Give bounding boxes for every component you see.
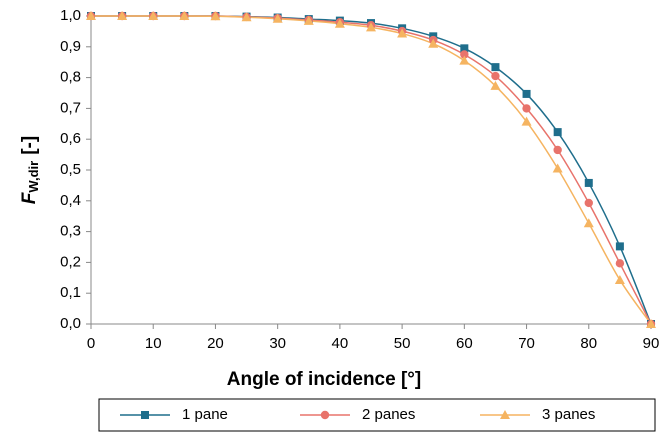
x-tick-label: 90 — [643, 335, 660, 352]
marker — [584, 198, 593, 208]
y-tick-label: 0,3 — [60, 223, 81, 240]
marker — [148, 11, 159, 20]
x-tick-label: 50 — [394, 335, 411, 352]
y-tick-label: 0,4 — [60, 192, 81, 209]
x-tick-label: 20 — [207, 335, 224, 352]
x-tick-label: 30 — [269, 335, 286, 352]
marker — [553, 145, 562, 155]
marker — [522, 89, 531, 98]
y-tick-label: 0,8 — [60, 69, 81, 86]
marker — [584, 178, 593, 187]
marker — [366, 22, 376, 32]
y-tick-label: 0,1 — [60, 284, 81, 301]
marker — [583, 218, 594, 228]
series-line — [90, 15, 652, 325]
legend-label: 1 pane — [182, 406, 228, 423]
marker — [86, 11, 96, 20]
legend-box — [98, 398, 656, 432]
marker — [615, 242, 624, 251]
marker — [303, 15, 314, 25]
y-label-sub: W,dir — [26, 161, 41, 193]
marker — [241, 12, 252, 22]
marker — [334, 18, 345, 28]
marker — [460, 44, 469, 53]
marker — [522, 104, 531, 113]
x-tick-label: 60 — [456, 335, 473, 352]
marker — [490, 80, 501, 90]
marker — [491, 71, 500, 81]
y-tick-label: 0,5 — [60, 161, 81, 178]
x-tick-label: 40 — [332, 335, 349, 352]
marker — [552, 163, 563, 173]
y-tick-label: 0,9 — [60, 38, 81, 55]
y-tick-label: 0,0 — [60, 315, 81, 332]
series-line — [90, 15, 652, 325]
marker — [614, 274, 625, 284]
series-line — [90, 15, 652, 325]
marker — [117, 11, 128, 20]
marker — [210, 11, 221, 21]
marker — [272, 13, 283, 23]
marker — [553, 128, 562, 137]
marker — [615, 259, 625, 268]
y-tick-label: 0,6 — [60, 130, 81, 147]
y-label-main: F — [19, 191, 40, 204]
y-tick-label: 0,7 — [60, 99, 81, 116]
x-tick-label: 0 — [87, 335, 95, 352]
x-axis-label: Angle of incidence [°] — [227, 369, 421, 390]
marker — [646, 319, 656, 328]
marker — [459, 55, 470, 65]
y-tick-label: 0,2 — [60, 253, 81, 270]
x-tick-label: 10 — [145, 335, 162, 352]
y-tick-label: 1,0 — [60, 7, 81, 24]
marker — [179, 11, 190, 20]
legend-label: 2 panes — [362, 406, 415, 423]
marker — [141, 411, 149, 419]
marker — [397, 28, 408, 38]
y-axis-label: FW,dir [-] — [19, 136, 41, 204]
marker — [500, 410, 510, 419]
marker — [428, 38, 439, 48]
x-tick-label: 80 — [580, 335, 597, 352]
x-tick-label: 70 — [518, 335, 535, 352]
y-label-unit: [-] — [19, 136, 40, 155]
marker — [460, 50, 469, 59]
marker — [521, 116, 532, 126]
marker — [491, 63, 500, 72]
legend-label: 3 panes — [542, 406, 595, 423]
marker — [320, 410, 330, 420]
